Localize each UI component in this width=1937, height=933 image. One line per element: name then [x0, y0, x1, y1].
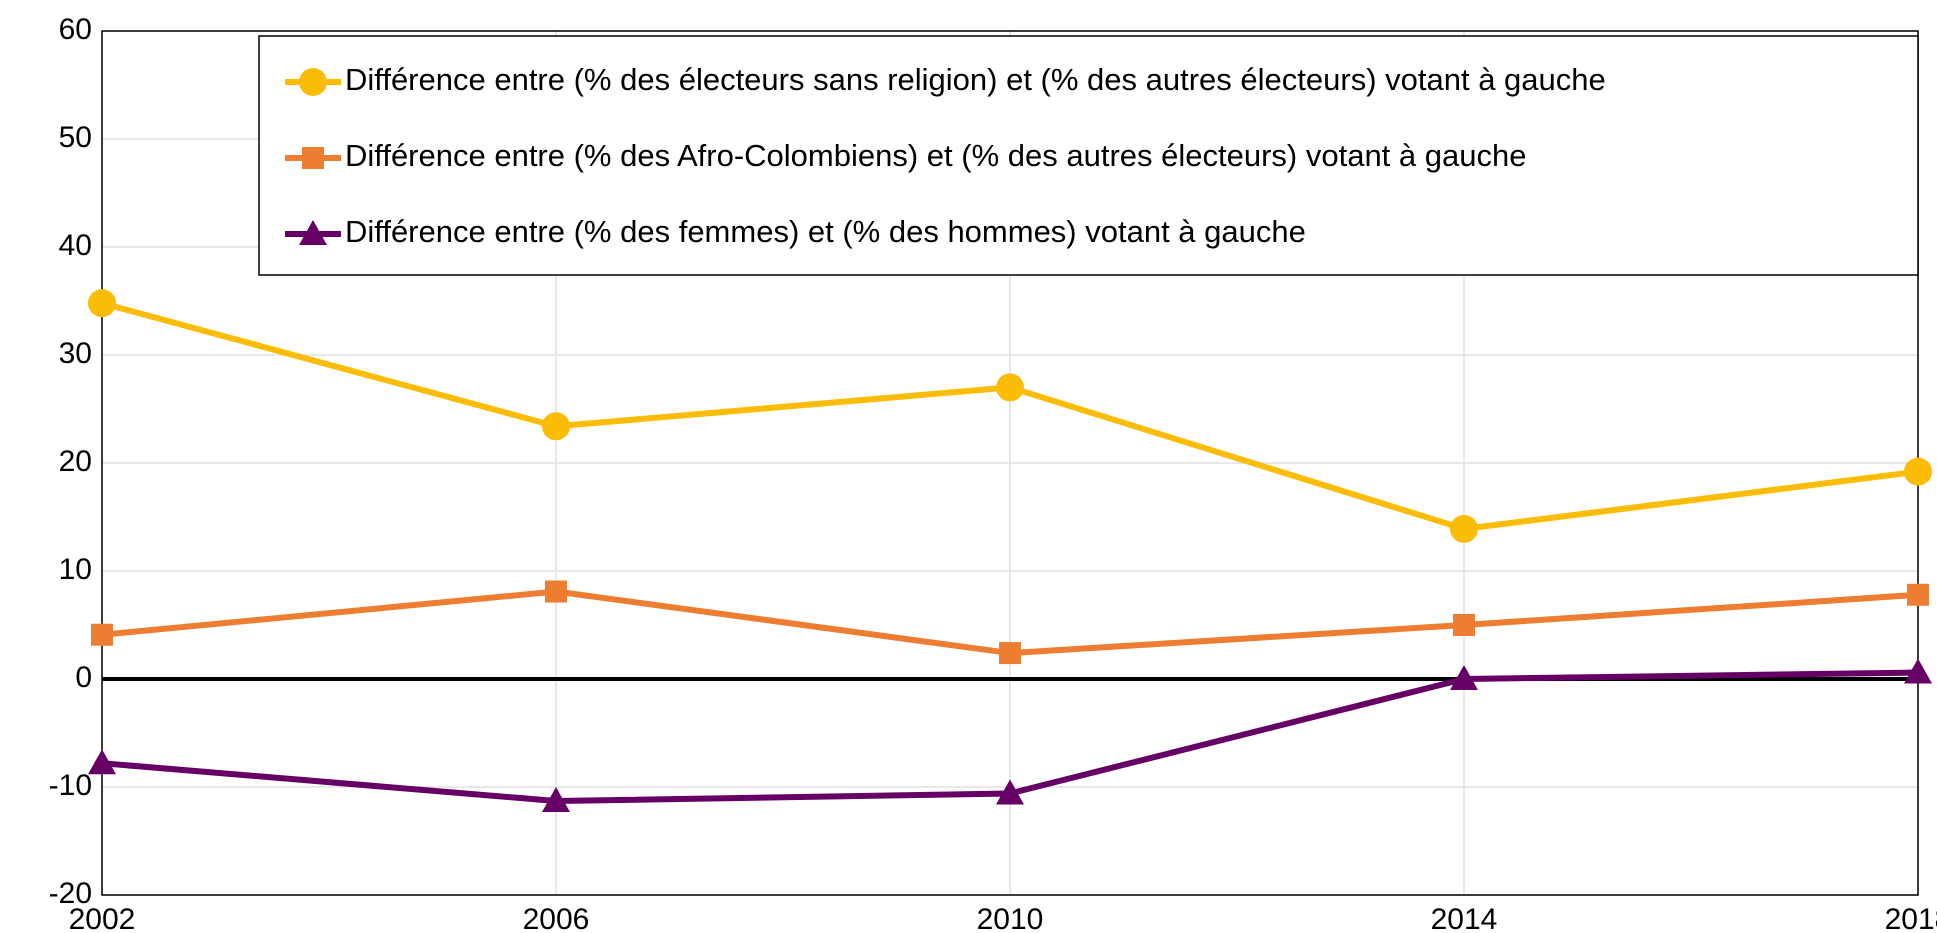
- marker: [999, 642, 1021, 665]
- y-tick-label: 40: [59, 229, 92, 262]
- y-tick-label: 0: [75, 661, 92, 694]
- y-tick-label: 10: [59, 553, 92, 586]
- x-tick-label: 2002: [69, 903, 136, 933]
- y-tick-label: 30: [59, 337, 92, 370]
- legend-label: Différence entre (% des femmes) et (% de…: [345, 214, 1306, 249]
- y-tick-label: -10: [49, 769, 92, 802]
- marker: [88, 289, 116, 318]
- marker: [1450, 665, 1478, 690]
- marker: [542, 412, 570, 441]
- marker: [1907, 583, 1929, 606]
- marker: [88, 749, 116, 775]
- marker: [545, 580, 567, 603]
- x-tick-label: 2018: [1885, 903, 1937, 933]
- legend-label: Différence entre (% des Afro-Colombiens)…: [345, 138, 1526, 173]
- marker: [996, 373, 1024, 402]
- x-tick-label: 2006: [523, 903, 590, 933]
- legend-label: Différence entre (% des électeurs sans r…: [345, 62, 1606, 97]
- marker: [91, 623, 113, 646]
- marker: [996, 779, 1024, 805]
- marker: [302, 147, 324, 169]
- y-tick-label: 20: [59, 445, 92, 478]
- marker: [1450, 514, 1478, 543]
- marker: [1904, 457, 1932, 486]
- x-tick-label: 2014: [1431, 903, 1498, 933]
- x-tick-label: 2010: [977, 903, 1044, 933]
- marker: [1904, 658, 1932, 684]
- legend-box: [258, 35, 1919, 276]
- marker: [299, 68, 327, 96]
- marker: [1453, 614, 1475, 636]
- marker: [542, 787, 570, 813]
- y-tick-label: 50: [59, 121, 92, 154]
- y-tick-label: -20: [49, 877, 92, 910]
- y-tick-label: 60: [59, 13, 92, 46]
- marker: [299, 220, 327, 245]
